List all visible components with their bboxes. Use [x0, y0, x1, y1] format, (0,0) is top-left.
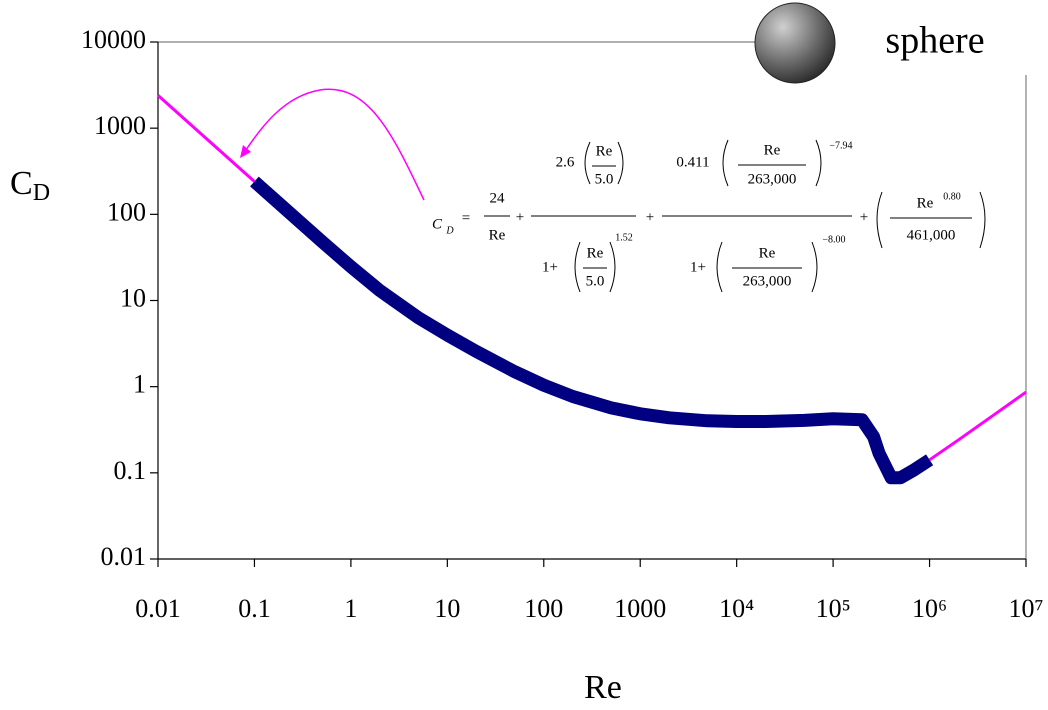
eq-text: 263,000: [743, 273, 792, 289]
eq-text: Re: [596, 143, 613, 159]
x-tick-label: 1000: [614, 594, 666, 623]
y-tick-label: 1000: [94, 111, 146, 140]
eq-text: +: [860, 209, 868, 225]
eq-text: Re: [917, 195, 934, 211]
arrow-head: [240, 145, 251, 158]
eq-text: =: [462, 210, 470, 226]
x-tick-label: 100: [524, 594, 563, 623]
annotation: sphere: [885, 20, 984, 62]
eq-text: 461,000: [907, 227, 956, 243]
y-tick-label: 10000: [81, 25, 146, 54]
eq-text: 1.52: [615, 232, 633, 243]
series-line: [250, 176, 934, 485]
x-tick-label: 10⁵: [816, 594, 851, 623]
eq-text: 263,000: [748, 171, 797, 187]
x-tick-label: 10⁶: [912, 594, 947, 623]
x-tick-label: 10: [434, 594, 460, 623]
eq-text: Re: [587, 245, 604, 261]
eq-text: −8.00: [822, 234, 845, 245]
eq-text: 2.6: [556, 154, 575, 170]
eq-text: 1+: [542, 259, 558, 275]
x-tick-label: 10⁷: [1008, 594, 1043, 623]
eq-text: Re: [759, 245, 776, 261]
y-tick-label: 10: [120, 283, 146, 312]
sphere-icon: [754, 2, 836, 84]
y-tick-label: 0.01: [101, 542, 147, 571]
x-tick-label: 0.1: [238, 594, 271, 623]
eq-text: 5.0: [586, 273, 605, 289]
eq-text: −7.94: [829, 140, 852, 151]
arrow: [241, 88, 425, 201]
y-tick-label: 0.1: [114, 456, 147, 485]
eq-text: 1+: [690, 259, 706, 275]
eq-text: 5.0: [595, 171, 614, 187]
eq-text: 24: [490, 190, 506, 206]
eq-text: D: [445, 225, 454, 236]
eq-text: Re: [489, 227, 506, 243]
equation: C D = 24 Re + 2.6 Re 5.0 1+ Re 5.0 1.52 …: [432, 139, 986, 293]
eq-text: Re: [764, 142, 781, 158]
series-line: [157, 94, 1027, 462]
y-tick-label: 1: [133, 370, 146, 399]
x-label: Re: [584, 669, 622, 706]
eq-text: 0.411: [676, 154, 709, 170]
eq-text: +: [646, 209, 654, 225]
x-tick-label: 0.01: [135, 594, 181, 623]
eq-text: +: [516, 209, 524, 225]
eq-text: 0.80: [943, 191, 961, 202]
eq-text: C: [432, 216, 443, 232]
y-label: CD: [10, 165, 50, 206]
y-tick-label: 100: [107, 197, 146, 226]
x-tick-label: 1: [344, 594, 357, 623]
x-tick-label: 10⁴: [719, 594, 754, 623]
